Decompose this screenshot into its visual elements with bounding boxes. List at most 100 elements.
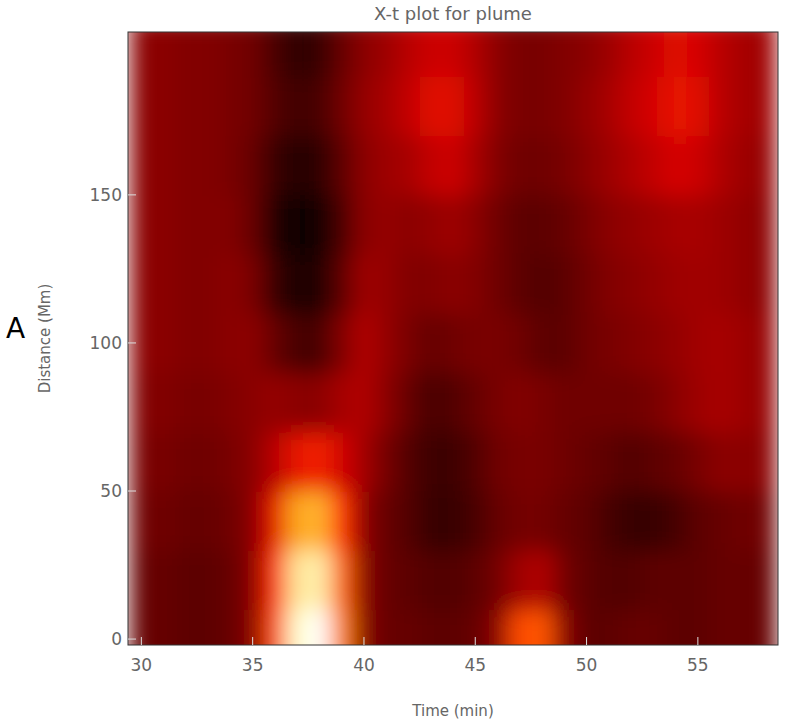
heat-cell [731, 432, 754, 492]
heat-cell [397, 195, 420, 255]
heat-cell [308, 76, 331, 136]
heat-cell [731, 76, 754, 136]
heatmap-cells [130, 32, 776, 645]
heat-cell [264, 432, 287, 492]
heat-cell [664, 195, 687, 255]
heat-cell [486, 432, 509, 492]
heat-cell [152, 195, 175, 255]
heat-cell [575, 136, 598, 196]
heat-cell [464, 373, 487, 433]
heat-cell [242, 609, 265, 645]
heat-cell [331, 195, 354, 255]
heat-cell [731, 136, 754, 196]
heat-cell [642, 491, 665, 551]
heat-cell [397, 491, 420, 551]
heat-cell [598, 491, 621, 551]
heat-cell [197, 432, 220, 492]
heat-cell [242, 491, 265, 551]
heat-cell [152, 254, 175, 314]
heat-cell [242, 32, 265, 77]
heat-cell [754, 432, 777, 492]
heat-cell [264, 32, 287, 77]
heat-cell [509, 373, 532, 433]
heat-cell [664, 136, 687, 196]
panel-letter: A [6, 312, 25, 345]
heat-cell [464, 254, 487, 314]
heat-cell [152, 76, 175, 136]
heat-cell [442, 432, 465, 492]
heat-cell [331, 32, 354, 77]
heat-cell [242, 136, 265, 196]
heat-cell [731, 254, 754, 314]
heat-cell [175, 195, 198, 255]
heat-cell [509, 76, 532, 136]
heat-cell [219, 432, 242, 492]
heat-cell [353, 76, 376, 136]
heat-cell [175, 550, 198, 610]
heat-cell [375, 609, 398, 645]
x-tick [586, 637, 587, 645]
heat-cell [397, 432, 420, 492]
heat-cell [197, 76, 220, 136]
heat-cell [331, 432, 354, 492]
heat-cell [754, 254, 777, 314]
heat-cell [442, 76, 465, 136]
y-tick [128, 491, 136, 492]
heat-cell [420, 432, 443, 492]
heat-cell [575, 76, 598, 136]
heat-cell [442, 313, 465, 373]
heat-cell [509, 432, 532, 492]
heat-cell [620, 195, 643, 255]
heat-cell [219, 550, 242, 610]
heat-cell [464, 609, 487, 645]
heat-cell [442, 195, 465, 255]
y-tick [128, 194, 136, 195]
heat-cell [130, 76, 153, 136]
heat-cell [264, 550, 287, 610]
heat-cell [531, 254, 554, 314]
heat-cell [620, 32, 643, 77]
heat-cell [687, 32, 710, 77]
heat-cell [152, 609, 175, 645]
heat-cell [687, 76, 710, 136]
heat-cell [375, 195, 398, 255]
heat-cell [731, 373, 754, 433]
heat-cell [442, 491, 465, 551]
heat-cell [575, 373, 598, 433]
heat-cell [197, 550, 220, 610]
heat-cell [575, 254, 598, 314]
heat-cell [286, 32, 309, 77]
heat-cell [242, 76, 265, 136]
heat-cell [620, 254, 643, 314]
heat-cell [264, 313, 287, 373]
heat-cell [286, 373, 309, 433]
heat-cell [442, 373, 465, 433]
heat-cell [553, 373, 576, 433]
heat-cell [620, 491, 643, 551]
heat-cell [664, 432, 687, 492]
heat-cell [152, 32, 175, 77]
heat-cell [731, 195, 754, 255]
heat-cell [486, 195, 509, 255]
heat-cell [152, 313, 175, 373]
heat-cell [709, 432, 732, 492]
heat-cell [754, 373, 777, 433]
heat-cell [219, 373, 242, 433]
heat-cell [509, 491, 532, 551]
heat-cell [197, 491, 220, 551]
heat-cell [175, 76, 198, 136]
heat-cell [620, 550, 643, 610]
heat-cell [754, 136, 777, 196]
heat-cell [464, 432, 487, 492]
heat-cell [152, 432, 175, 492]
heat-cell [754, 313, 777, 373]
heat-cell [464, 32, 487, 77]
x-tick-label: 35 [242, 655, 264, 675]
heat-cell [130, 432, 153, 492]
heat-cell [375, 550, 398, 610]
heat-cell [442, 609, 465, 645]
heat-cell [152, 550, 175, 610]
heat-cell [531, 432, 554, 492]
heat-cell [219, 195, 242, 255]
heat-cell [598, 313, 621, 373]
